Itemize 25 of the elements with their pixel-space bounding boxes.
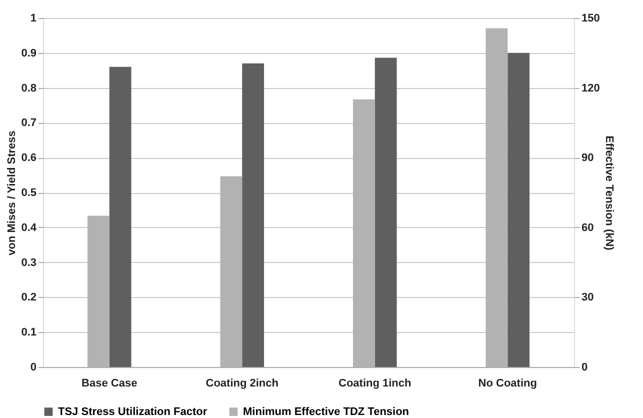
y-tick-label: 0.2: [21, 292, 36, 304]
legend-label: TSJ Stress Utilization Factor: [58, 406, 208, 418]
y-tick-label: 0.1: [21, 326, 36, 339]
y-tick-label: 0.9: [21, 47, 36, 60]
y2-axis-title: Effective Tension (kN): [602, 136, 615, 251]
y-tick-label: 0.8: [21, 82, 36, 94]
y2-tick-label: 30: [582, 292, 594, 304]
x-tick-label: Coating 2inch: [206, 378, 279, 390]
x-tick-label: No Coating: [478, 378, 537, 390]
y2-tick-label: 90: [582, 152, 594, 164]
y-tick-label: 0.3: [21, 256, 36, 269]
y-tick-label: 1: [30, 12, 36, 24]
y-tick-label: 0.4: [21, 222, 38, 234]
y2-tick-label: 60: [582, 222, 594, 234]
x-tick-label: Coating 1inch: [338, 378, 412, 390]
y2-tick-label: 150: [582, 12, 600, 24]
y-tick-label: 0.6: [21, 152, 36, 164]
y2-tick-label: 0: [582, 362, 588, 374]
y2-tick-label: 120: [582, 82, 600, 94]
y-tick-label: 0.7: [21, 117, 36, 130]
x-tick-label: Base Case: [82, 378, 138, 390]
y-tick-label: 0.5: [21, 187, 36, 199]
legend-label: Minimum Effective TDZ Tension: [243, 406, 410, 418]
y-axis-title: von Mises / Yield Stress: [6, 130, 18, 256]
y-tick-label: 0: [30, 362, 36, 374]
